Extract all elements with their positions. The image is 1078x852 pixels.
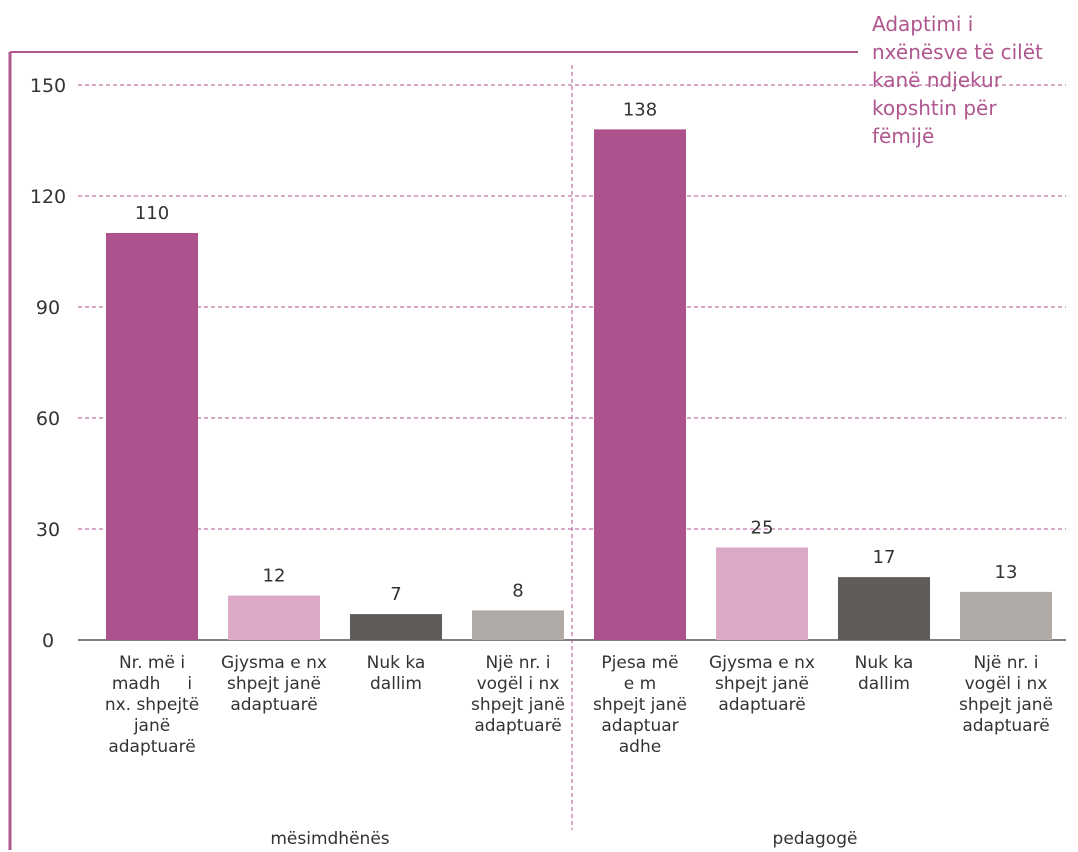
chart-title: Adaptimi i nxënësve të cilët kanë ndjeku… [872,12,1043,148]
bar [960,591,1052,640]
data-label: 13 [995,562,1018,583]
category-label: Një nr. i vogël i nx shpejt janë adaptuarë [471,653,565,736]
y-tick-label: 60 [36,408,60,430]
group-label: pedagogë [773,829,858,849]
y-tick-label: 150 [30,75,66,97]
category-label: Nuk ka dallim [367,653,426,694]
x-axis-labels: Nr. më i madh i nx. shpejtë janë adaptuarë Gj… [105,653,1053,849]
category-label: Gjysma e nx shpejt janë adaptuarë [221,653,327,715]
bar [716,547,808,640]
y-tick-label: 30 [36,519,60,541]
y-tick-label: 120 [30,186,66,208]
data-labels: 110 12 7 8 138 25 17 13 [135,99,1018,605]
y-tick-label: 0 [42,630,54,652]
bar [594,129,686,640]
bar [472,610,564,640]
y-axis-ticks: 0 30 60 90 120 150 [30,75,66,652]
y-tick-label: 90 [36,297,60,319]
data-label: 138 [623,99,657,120]
data-label: 7 [390,584,401,605]
category-label: Nr. më i madh i nx. shpejtë janë adaptuarë [105,653,199,757]
bar [838,577,930,640]
data-label: 25 [751,518,774,539]
group-label: mësimdhënës [270,829,389,849]
data-label: 8 [512,580,523,601]
category-label: Gjysma e nx shpejt janë adaptuarë [709,653,815,715]
chart-frame [8,51,858,850]
data-label: 17 [873,547,896,568]
bar [228,595,320,640]
category-label: Nuk ka dallim [855,653,914,694]
bar [350,614,442,640]
data-label: 12 [263,566,286,587]
data-label: 110 [135,203,169,224]
bar [106,233,198,640]
category-label: Pjesa më e m shpejt janë adaptuar adhe [593,653,687,757]
bars [106,129,1052,640]
gridlines [78,65,1066,830]
category-label: Një nr. i vogël i nx shpejt janë adaptuarë [959,653,1053,736]
